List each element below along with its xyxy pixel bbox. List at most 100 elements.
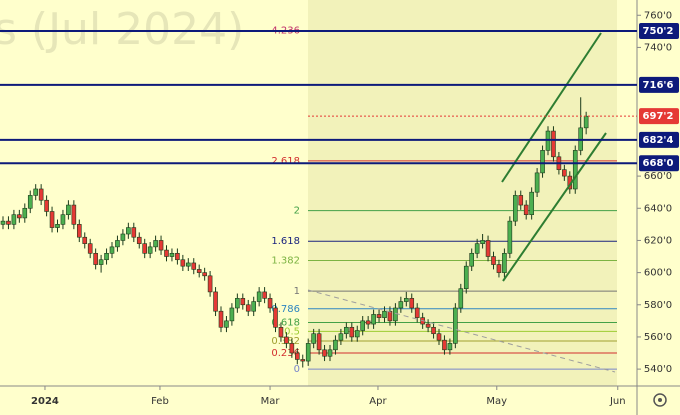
candle-body <box>523 204 529 216</box>
x-tick-label: Jun <box>609 396 626 407</box>
candle-body <box>409 298 415 309</box>
candle-body <box>442 339 447 351</box>
candle-body <box>180 259 186 267</box>
candle-body <box>22 207 28 219</box>
candle-body <box>109 246 115 254</box>
price-level-box <box>639 155 679 172</box>
channel-lower <box>502 132 607 282</box>
candle-body <box>393 307 398 322</box>
candle-body <box>387 310 393 322</box>
candle-body <box>191 262 197 270</box>
candle-body <box>529 191 534 216</box>
candle-body <box>513 195 518 222</box>
candle-body <box>284 336 289 344</box>
channel-upper <box>501 32 602 183</box>
candle-body <box>55 224 60 228</box>
candle-body <box>502 253 507 273</box>
price-level-label: 697'2 <box>643 111 674 122</box>
candle-body <box>496 264 502 273</box>
y-tick-label: 620'0 <box>644 235 672 246</box>
candle-body <box>213 291 218 312</box>
candle-body <box>447 343 453 351</box>
candle-body <box>60 214 66 225</box>
y-tick-label: 640'0 <box>644 203 672 214</box>
x-tick-label: Mar <box>261 396 281 407</box>
price-level-box <box>639 22 679 39</box>
gear-center <box>658 398 662 402</box>
price-level-label: 750'2 <box>643 26 674 37</box>
candle-body <box>414 307 420 318</box>
candle-body <box>583 115 589 129</box>
x-tick-label: Apr <box>369 396 387 407</box>
candle-body <box>158 240 164 251</box>
candle-body <box>534 172 540 193</box>
overlay: 760'0 740'0 660'0 640'0 620'0 600'0 580'0 560'0… <box>0 10 679 407</box>
candle-body <box>87 243 93 254</box>
candle-body <box>469 253 475 267</box>
candle-body <box>164 249 169 257</box>
candle-body <box>120 233 126 241</box>
candle-body <box>256 291 262 302</box>
y-tick-label: 760'0 <box>644 10 672 21</box>
candle-body <box>338 333 344 341</box>
fib-label: 1.618 <box>271 236 300 247</box>
price-level-box <box>639 131 679 148</box>
candle-body <box>507 220 513 254</box>
candle-body <box>485 240 491 257</box>
candle-body <box>360 320 365 331</box>
candle-body <box>491 256 496 265</box>
candle-body <box>540 150 545 174</box>
x-tick-label: 2024 <box>31 396 59 407</box>
x-tick-label: May <box>486 396 507 407</box>
candle-body <box>349 326 355 338</box>
candle-body <box>562 169 567 177</box>
candle-body <box>458 288 464 309</box>
watermark-title: s (Jul 2024) <box>0 4 244 55</box>
candle-body <box>175 253 180 261</box>
candle-body <box>38 188 44 201</box>
candle-body <box>240 298 246 306</box>
fib-label: 0.236 <box>271 348 300 359</box>
candle-body <box>142 243 147 254</box>
candle-body <box>115 240 120 248</box>
fib-label: 2 <box>294 206 300 217</box>
candle-body <box>480 240 485 244</box>
candle-body <box>572 150 578 190</box>
y-tick-label: 560'0 <box>644 332 672 343</box>
price-level-box <box>639 76 679 93</box>
candle-body <box>224 320 229 328</box>
candle-body <box>131 227 137 238</box>
projection-zone <box>308 0 617 386</box>
candle-body <box>398 301 404 309</box>
fib-label: 1 <box>294 286 300 297</box>
price-level-label: 716'6 <box>643 80 674 91</box>
y-tick-label: 740'0 <box>644 42 672 53</box>
fib-label: 0.5 <box>284 326 300 337</box>
candle-body <box>71 204 77 225</box>
y-tick-label: 540'0 <box>644 364 672 375</box>
settings-button[interactable] <box>653 393 667 407</box>
candle-body <box>93 253 98 265</box>
candle-body <box>98 259 104 265</box>
candle-body <box>382 310 387 318</box>
candle-body <box>251 301 256 312</box>
candle-body <box>169 253 175 257</box>
gear-icon[interactable] <box>653 393 667 407</box>
fib-label: 1.382 <box>271 256 300 267</box>
candle-body <box>300 359 306 362</box>
price-level-label: 668'0 <box>643 158 674 169</box>
candle-body <box>76 224 82 238</box>
candle-body <box>463 265 469 289</box>
candle-body <box>376 314 382 318</box>
candle-body <box>207 275 213 293</box>
candle-body <box>262 291 267 299</box>
candle-body <box>49 211 55 228</box>
candle-body <box>273 307 278 328</box>
trend-line <box>307 289 616 373</box>
fib-label: 2.618 <box>271 156 300 167</box>
candle-body <box>235 298 240 309</box>
y-tick-label: 600'0 <box>644 268 672 279</box>
candle-body <box>0 220 6 225</box>
candle-body <box>17 214 22 219</box>
